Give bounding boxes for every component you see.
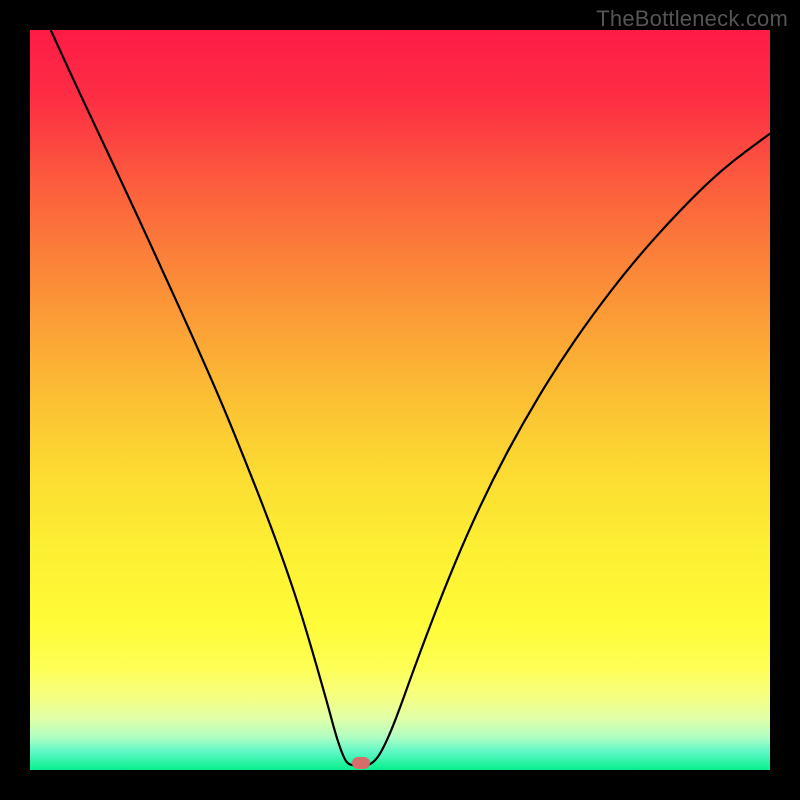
chart-outer-frame bbox=[0, 0, 800, 800]
chart-plot-area bbox=[30, 30, 770, 770]
curve-minimum-marker bbox=[352, 757, 370, 769]
source-watermark: TheBottleneck.com bbox=[596, 6, 788, 32]
chart-curve bbox=[30, 30, 770, 770]
